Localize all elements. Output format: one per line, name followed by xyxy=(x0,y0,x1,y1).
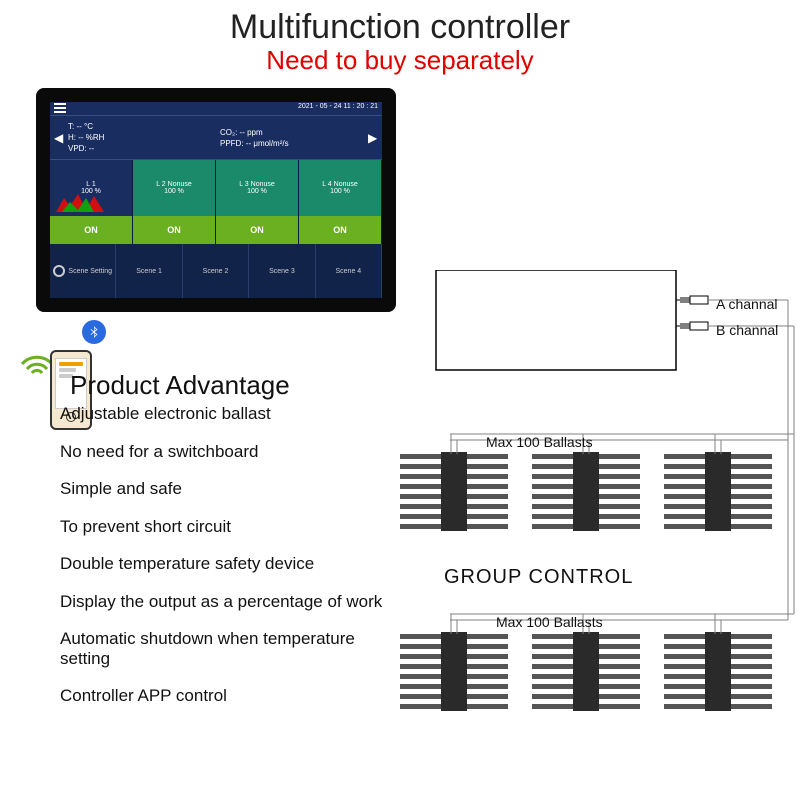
scenes-row: Scene Setting Scene 1 Scene 2 Scene 3 Sc… xyxy=(50,244,382,298)
wiring-diagram: A channal B channal Max 100 Ballasts GRO… xyxy=(396,270,800,800)
controller-screen[interactable]: 2021 - 05 - 24 11 : 20 : 21 ◀ T: -- °C H… xyxy=(50,102,382,298)
adv-item: Double temperature safety device xyxy=(60,554,400,574)
reading-co2: CO₂: -- ppm xyxy=(220,128,364,137)
on-button-3[interactable]: ON xyxy=(216,216,299,244)
channel-b-label: B channal xyxy=(716,322,778,338)
gear-icon xyxy=(53,265,65,277)
on-row: ON ON ON ON xyxy=(50,216,382,244)
scene-4[interactable]: Scene 4 xyxy=(316,244,382,298)
reading-t: T: -- °C xyxy=(68,122,212,131)
on-button-2[interactable]: ON xyxy=(133,216,216,244)
adv-item: Controller APP control xyxy=(60,686,400,706)
wifi-icon xyxy=(20,350,54,376)
light-cell-4[interactable]: L 4 Nonuse 100 % xyxy=(299,160,382,216)
bluetooth-icon xyxy=(82,320,106,344)
adv-item: Adjustable electronic ballast xyxy=(60,404,400,424)
light-cell-1[interactable]: L 1 100 % xyxy=(50,160,133,216)
channel-a-label: A channal xyxy=(716,296,778,312)
light-cell-2[interactable]: L 2 Nonuse 100 % xyxy=(133,160,216,216)
advantages-list: Adjustable electronic ballast No need fo… xyxy=(60,404,400,724)
scene-2[interactable]: Scene 2 xyxy=(183,244,249,298)
reading-h: H: -- %RH xyxy=(68,133,212,142)
on-button-4[interactable]: ON xyxy=(299,216,382,244)
max-ballasts-label-1: Max 100 Ballasts xyxy=(486,434,593,450)
scene-setting[interactable]: Scene Setting xyxy=(50,244,116,298)
menu-icon[interactable] xyxy=(54,103,66,113)
light-cell-3[interactable]: L 3 Nonuse 100 % xyxy=(216,160,299,216)
adv-item: To prevent short circuit xyxy=(60,517,400,537)
diagram-svg xyxy=(396,270,800,800)
scene-3[interactable]: Scene 3 xyxy=(249,244,315,298)
adv-item: Simple and safe xyxy=(60,479,400,499)
controller-device: 2021 - 05 - 24 11 : 20 : 21 ◀ T: -- °C H… xyxy=(36,88,396,312)
lights-row: L 1 100 % L 2 Nonuse 100 % L 3 Nonuse 10… xyxy=(50,160,382,216)
page-subtitle: Need to buy separately xyxy=(0,45,800,76)
chevron-right-icon[interactable]: ▶ xyxy=(368,131,378,145)
group-control-label: GROUP CONTROL xyxy=(444,566,633,589)
spectrum-icon xyxy=(56,192,116,212)
scene-1[interactable]: Scene 1 xyxy=(116,244,182,298)
advantages-heading: Product Advantage xyxy=(70,370,290,401)
max-ballasts-label-2: Max 100 Ballasts xyxy=(496,614,603,630)
screen-datetime: 2021 - 05 - 24 11 : 20 : 21 xyxy=(298,103,378,114)
on-button-1[interactable]: ON xyxy=(50,216,133,244)
chevron-left-icon[interactable]: ◀ xyxy=(54,131,64,145)
reading-ppfd: PPFD: -- μmol/m²/s xyxy=(220,139,364,148)
adv-item: No need for a switchboard xyxy=(60,442,400,462)
adv-item: Automatic shutdown when temperature sett… xyxy=(60,629,400,668)
adv-item: Display the output as a percentage of wo… xyxy=(60,592,400,612)
page-title: Multifunction controller xyxy=(0,0,800,47)
reading-vpd: VPD: -- xyxy=(68,144,212,153)
